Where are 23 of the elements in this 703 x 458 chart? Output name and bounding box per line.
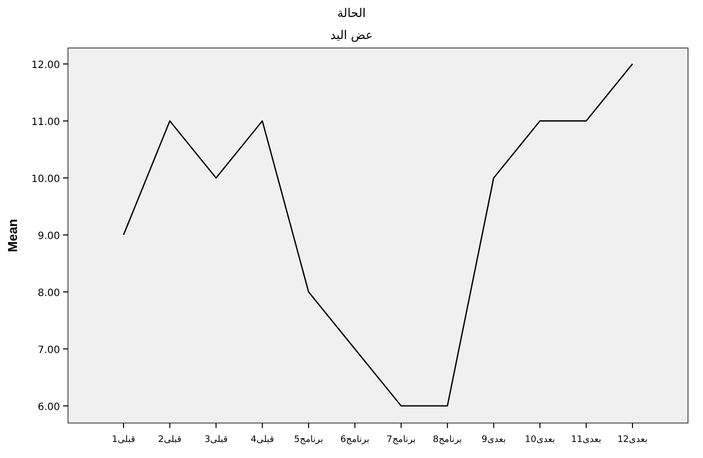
x-tick-label: برنامج7 — [386, 435, 416, 445]
x-tick-label: بعدى10 — [524, 435, 555, 445]
y-tick-label: 11.00 — [31, 116, 60, 128]
y-tick-label: 7.00 — [38, 344, 60, 356]
chart-subtitle: عض اليد — [330, 28, 373, 42]
chart-title: الحالة — [337, 6, 366, 20]
x-tick-label: برنامج5 — [294, 435, 324, 445]
x-tick-label: برنامج6 — [340, 435, 370, 445]
x-tick-label: برنامج8 — [432, 435, 462, 445]
line-series — [122, 63, 634, 407]
y-axis-title: Mean — [5, 218, 20, 252]
x-tick-label: بعدى11 — [571, 435, 602, 445]
x-tick-label: قبلى4 — [250, 435, 274, 445]
x-tick-label: قبلى1 — [112, 435, 136, 445]
y-tick-label: 12.00 — [31, 60, 60, 71]
x-tick-label: بعدى9 — [481, 435, 506, 445]
x-tick-label: قبلى2 — [158, 435, 182, 445]
y-tick-label: 6.00 — [38, 402, 60, 413]
y-tick-label: 10.00 — [31, 174, 60, 185]
x-tick-label: قبلى3 — [204, 435, 228, 445]
y-tick-label: 8.00 — [38, 288, 60, 299]
y-tick-label: 9.00 — [38, 230, 60, 242]
x-tick-label: بعدى12 — [617, 435, 648, 445]
